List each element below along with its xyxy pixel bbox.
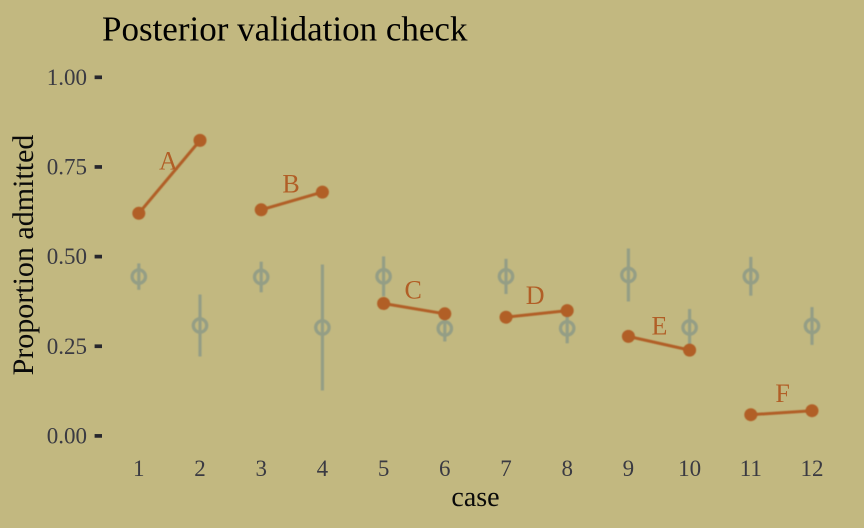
- svg-text:12: 12: [801, 456, 824, 481]
- svg-text:9: 9: [623, 456, 635, 481]
- svg-text:4: 4: [317, 456, 329, 481]
- svg-text:6: 6: [439, 456, 451, 481]
- svg-text:2: 2: [194, 456, 206, 481]
- svg-text:0.00: 0.00: [47, 423, 87, 448]
- svg-text:1: 1: [133, 456, 145, 481]
- svg-text:case: case: [451, 482, 499, 513]
- svg-text:B: B: [282, 170, 299, 199]
- svg-text:5: 5: [378, 456, 390, 481]
- svg-text:1.00: 1.00: [47, 65, 87, 90]
- svg-text:D: D: [526, 281, 545, 310]
- svg-text:E: E: [651, 312, 667, 341]
- svg-text:Proportion admitted: Proportion admitted: [7, 135, 40, 376]
- svg-text:7: 7: [500, 456, 512, 481]
- svg-text:3: 3: [255, 456, 267, 481]
- svg-text:0.50: 0.50: [47, 244, 87, 269]
- svg-text:0.25: 0.25: [47, 334, 87, 359]
- svg-text:C: C: [405, 275, 422, 304]
- svg-text:10: 10: [678, 456, 701, 481]
- svg-text:0.75: 0.75: [47, 155, 87, 180]
- svg-text:A: A: [159, 147, 178, 176]
- svg-text:8: 8: [561, 456, 573, 481]
- svg-text:Posterior validation check: Posterior validation check: [102, 9, 468, 48]
- svg-text:F: F: [775, 379, 789, 408]
- svg-text:11: 11: [740, 456, 762, 481]
